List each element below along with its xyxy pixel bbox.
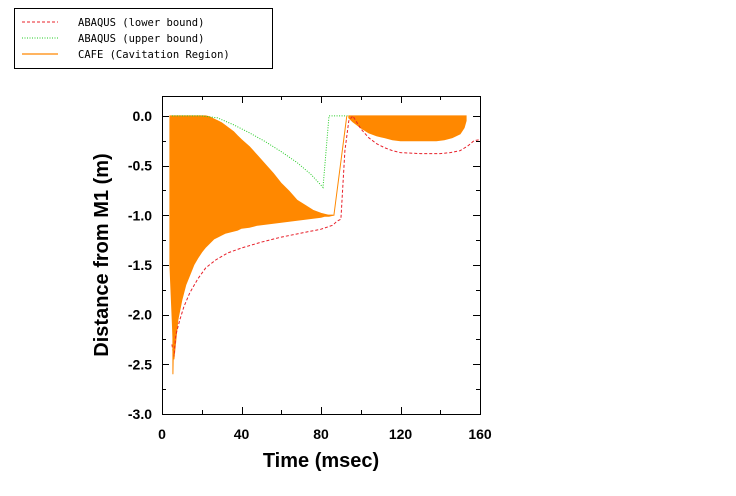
y-tick-labels: 0.0 -0.5 -1.0 -1.5 -2.0 -2.5 -3.0 bbox=[128, 108, 152, 422]
series-line-cafe bbox=[172, 115, 348, 375]
x-tick-label: 0 bbox=[158, 426, 166, 442]
legend: ABAQUS (lower bound) ABAQUS (upper bound… bbox=[14, 8, 273, 69]
series-lines bbox=[171, 115, 481, 375]
legend-label-cafe: CAFE (Cavitation Region) bbox=[78, 49, 230, 61]
x-tick-label: 40 bbox=[234, 426, 250, 442]
series-line-upper-bound bbox=[171, 115, 349, 189]
x-tick-labels: 0 40 80 120 160 bbox=[158, 426, 492, 442]
y-tick-label: -0.5 bbox=[128, 158, 152, 174]
series-line-lower-bound bbox=[171, 115, 481, 357]
axis-ticks bbox=[162, 96, 481, 415]
cavitation-regions bbox=[169, 115, 467, 360]
legend-label-upper-bound: ABAQUS (upper bound) bbox=[78, 33, 204, 45]
y-tick-label: -2.5 bbox=[128, 356, 152, 372]
x-axis-title: Time (msec) bbox=[263, 450, 379, 472]
x-tick-label: 120 bbox=[389, 426, 413, 442]
legend-label-lower-bound: ABAQUS (lower bound) bbox=[78, 17, 204, 29]
cavitation-region-2 bbox=[348, 115, 467, 142]
cavitation-region-1 bbox=[169, 115, 334, 360]
y-tick-label: -1.0 bbox=[128, 207, 152, 223]
y-axis-title: Distance from M1 (m) bbox=[91, 153, 113, 356]
y-tick-label: -1.5 bbox=[128, 257, 152, 273]
y-tick-label: -2.0 bbox=[128, 307, 152, 323]
x-tick-label: 80 bbox=[313, 426, 329, 442]
y-tick-label: 0.0 bbox=[133, 108, 153, 124]
x-tick-label: 160 bbox=[468, 426, 492, 442]
y-tick-label: -3.0 bbox=[128, 406, 152, 422]
